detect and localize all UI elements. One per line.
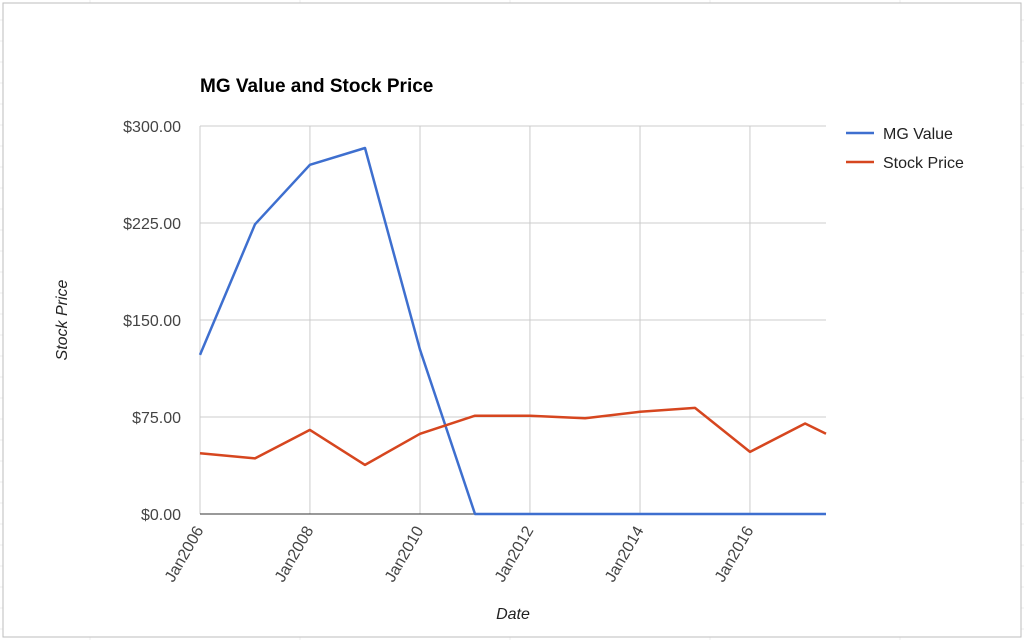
legend-label: Stock Price: [883, 155, 964, 172]
chart-title: MG Value and Stock Price: [200, 76, 433, 97]
series-line-mg-value: [198, 146, 826, 516]
series-line-stock-price: [199, 406, 827, 467]
y-axis-tick-labels: $0.00 $75.00 $150.00 $225.00 $300.00: [123, 119, 181, 524]
y-tick-label: $225.00: [123, 216, 181, 233]
y-tick-label: $0.00: [141, 507, 181, 524]
y-axis-title: Stock Price: [54, 279, 71, 360]
series-lines: [198, 146, 827, 516]
gridlines: [199, 125, 826, 514]
x-axis-title: Date: [496, 606, 530, 623]
y-tick-label: $75.00: [132, 410, 181, 427]
y-tick-label: $150.00: [123, 313, 181, 330]
y-tick-label: $300.00: [123, 119, 181, 136]
legend: MG Value Stock Price: [846, 126, 964, 172]
legend-label: MG Value: [883, 126, 953, 143]
